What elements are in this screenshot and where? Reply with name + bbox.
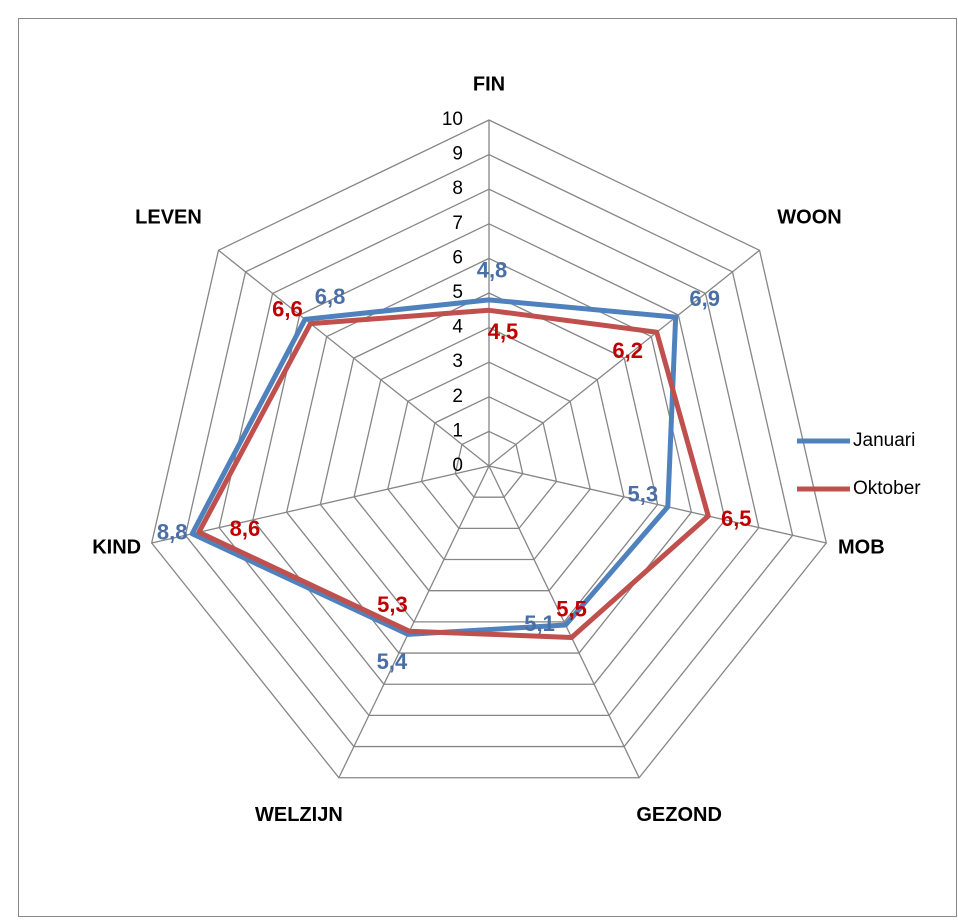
spoke [218, 249, 490, 467]
y-tick-label: 3 [452, 351, 463, 372]
value-label: 8,8 [157, 520, 188, 545]
grid-ring [454, 430, 524, 498]
series-line [196, 307, 711, 640]
category-label: LEVEN [135, 207, 202, 229]
category-label: WOON [777, 207, 841, 229]
series-line [189, 297, 679, 637]
category-label: GEZOND [636, 804, 722, 826]
y-tick-label: 0 [452, 455, 463, 476]
y-tick-label: 1 [452, 420, 463, 441]
value-label: 6,8 [315, 284, 346, 309]
y-tick-label: 4 [452, 317, 463, 338]
spoke [488, 249, 760, 467]
chart-frame [18, 18, 957, 917]
spoke [151, 465, 490, 544]
legend-label: Oktober [853, 478, 921, 499]
y-tick-label: 9 [452, 144, 463, 165]
value-label: 6,2 [612, 338, 643, 363]
grid-ring [353, 326, 625, 592]
spoke [488, 465, 640, 779]
grid-ring [319, 292, 659, 623]
y-tick-label: 5 [452, 282, 463, 303]
value-label: 6,5 [721, 506, 752, 531]
grid-ring [184, 153, 794, 748]
value-label: 5,5 [556, 596, 587, 621]
spoke [488, 465, 827, 544]
value-label: 5,1 [524, 611, 555, 636]
grid-ring [420, 396, 558, 529]
value-label: 6,6 [272, 296, 303, 321]
grid-ring [285, 257, 693, 654]
value-label: 5,3 [627, 482, 658, 507]
grid-ring [218, 188, 760, 717]
legend-label: Januari [853, 430, 915, 451]
category-label: WELZIJN [255, 804, 343, 826]
category-label: FIN [473, 73, 505, 95]
y-tick-label: 2 [452, 386, 463, 407]
value-label: 8,6 [230, 516, 261, 541]
y-tick-label: 7 [452, 213, 463, 234]
category-label: MOB [838, 536, 885, 558]
category-label: KIND [92, 536, 141, 558]
spoke [338, 465, 490, 779]
grid-ring [387, 361, 591, 561]
value-label: 4,8 [477, 258, 508, 283]
value-label: 5,3 [377, 592, 408, 617]
value-label: 4,5 [488, 319, 519, 344]
grid-ring [150, 119, 828, 779]
y-tick-label: 10 [442, 109, 463, 130]
y-tick-label: 6 [452, 247, 463, 268]
value-label: 5,4 [377, 649, 408, 674]
value-label: 6,9 [689, 286, 720, 311]
y-tick-label: 8 [452, 178, 463, 199]
